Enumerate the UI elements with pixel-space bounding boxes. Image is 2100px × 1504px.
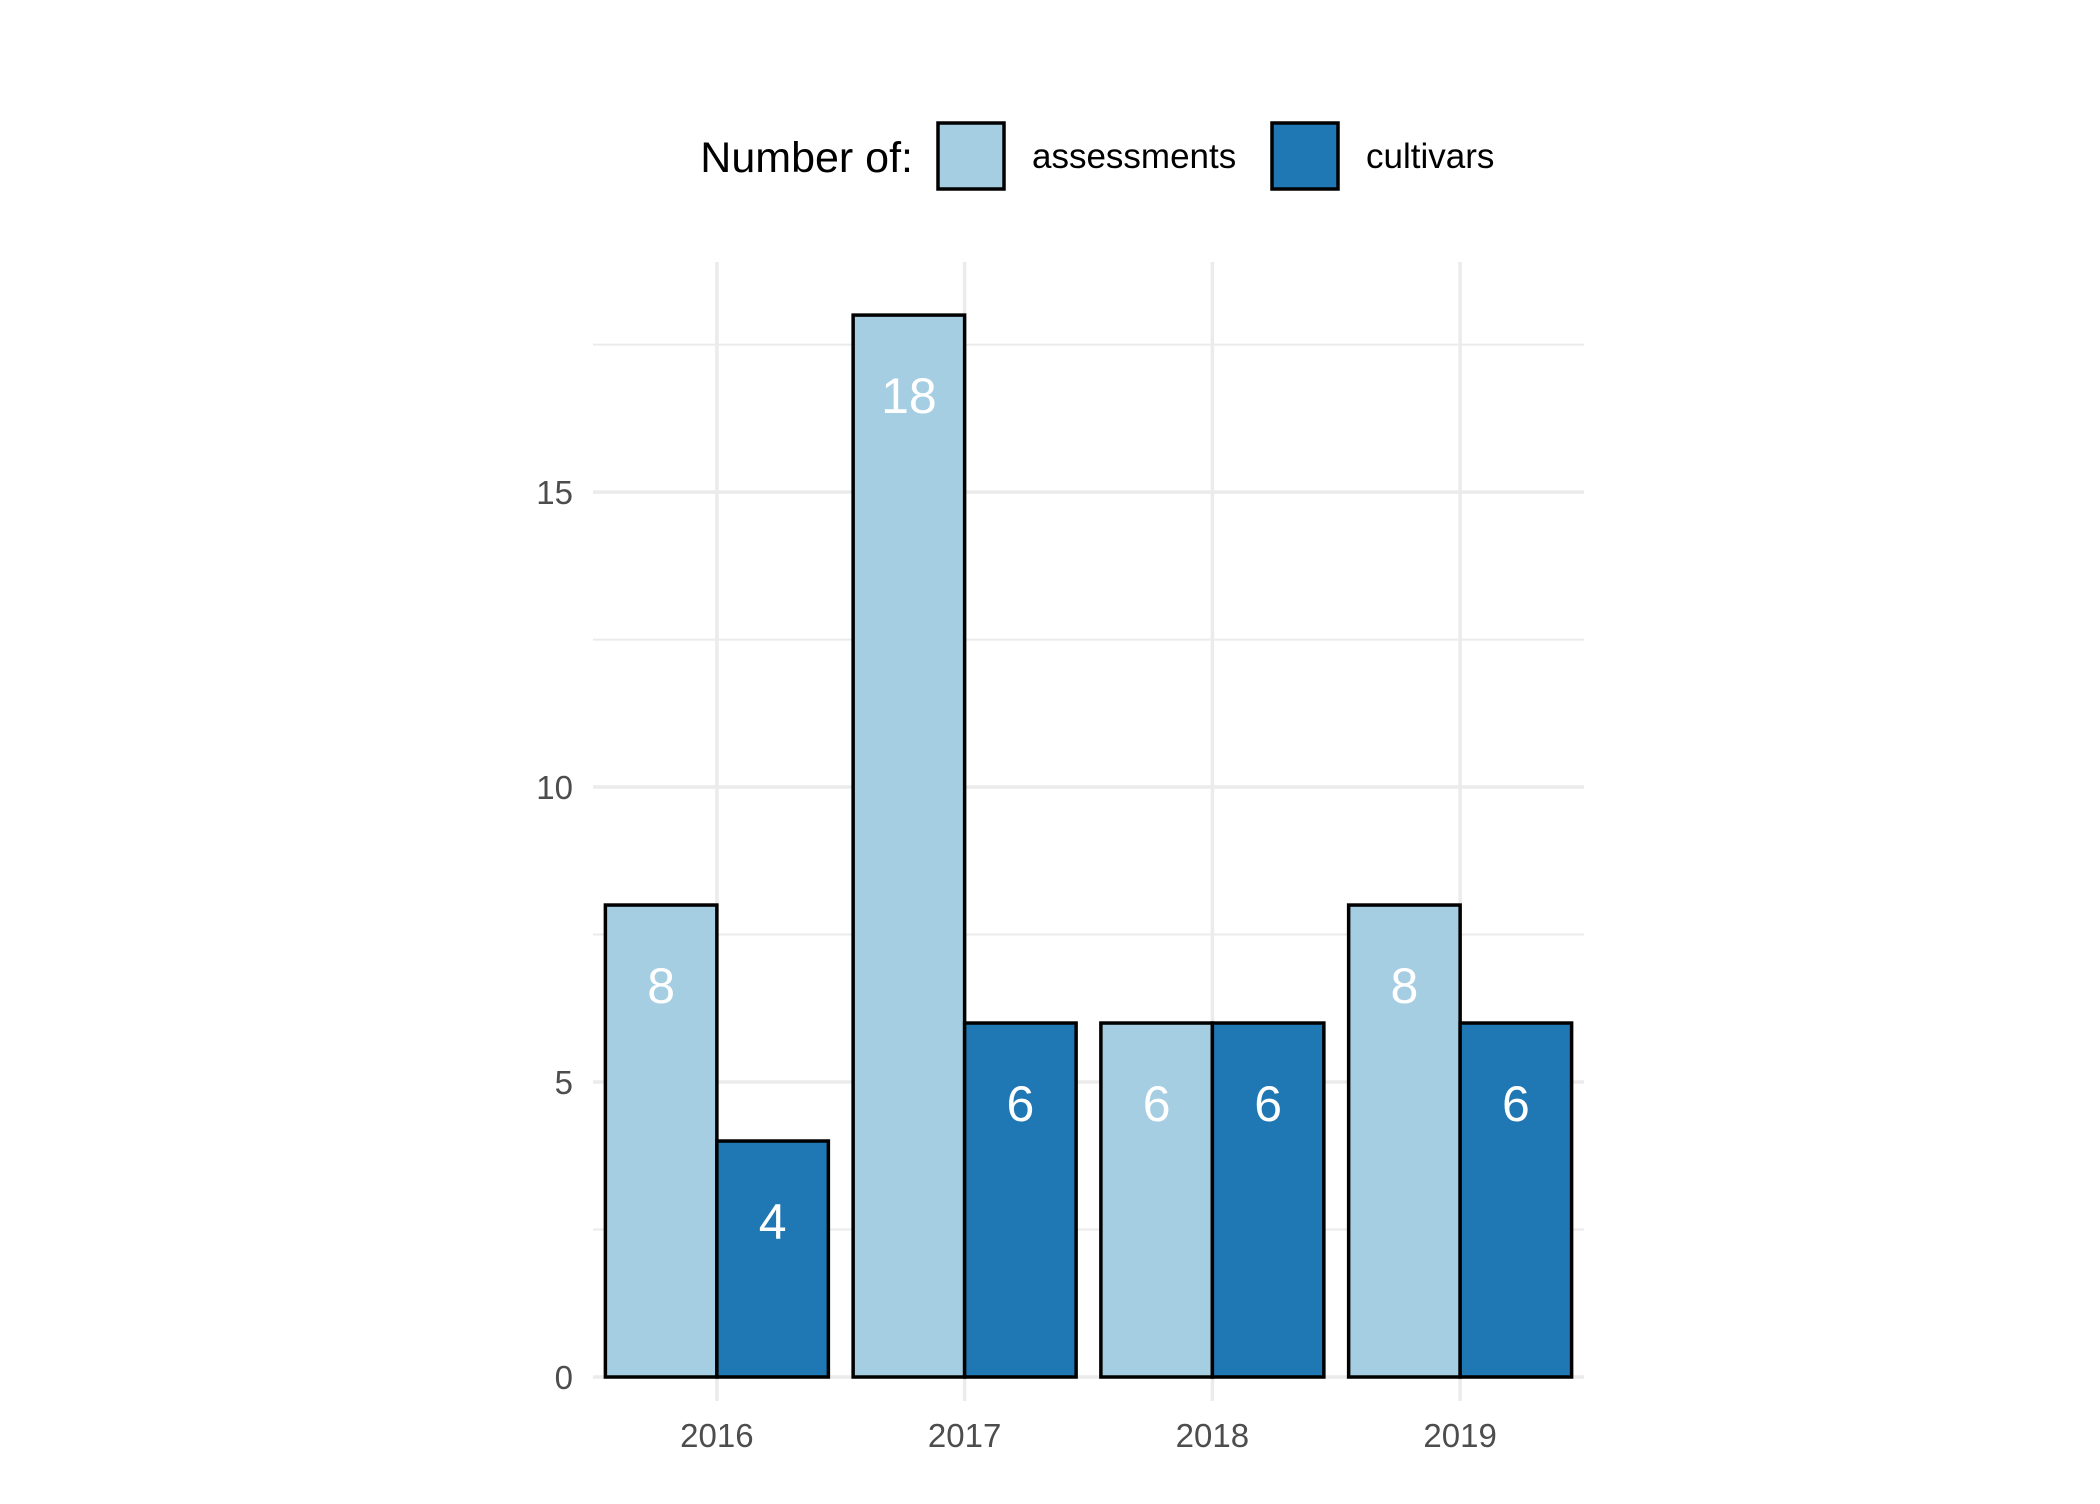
data-label-assessments-2016: 8 [647, 958, 675, 1014]
y-tick-label: 0 [555, 1359, 573, 1396]
axis-layer: 0 5 10 15 2016 2017 2018 2019 [536, 474, 1497, 1454]
bar-assessments-2019 [1346, 903, 1462, 1379]
bars-layer [603, 313, 1574, 1379]
x-tick-label: 2016 [680, 1417, 753, 1454]
bar-assessments-2016 [603, 903, 719, 1379]
bar-cultivars-2019 [1458, 1021, 1574, 1379]
x-tick-label: 2019 [1423, 1417, 1496, 1454]
legend-title: Number of: [700, 134, 913, 182]
legend: Number of: assessments cultivars [700, 121, 1494, 191]
bar-assessments-2017 [851, 313, 967, 1379]
y-tick-label: 5 [555, 1064, 573, 1101]
data-labels-layer: 8 18 6 8 4 6 6 6 [647, 368, 1530, 1250]
legend-key-cultivars [1270, 121, 1340, 191]
bar-cultivars-2017 [962, 1021, 1078, 1379]
x-tick-label: 2017 [928, 1417, 1001, 1454]
x-tick-label: 2018 [1176, 1417, 1249, 1454]
y-tick-label: 15 [536, 474, 573, 511]
y-tick-label: 10 [536, 769, 573, 806]
bar-cultivars-2016 [715, 1139, 831, 1379]
bar-assessments-2018 [1099, 1021, 1215, 1379]
bar-cultivars-2018 [1210, 1021, 1326, 1379]
legend-label-cultivars: cultivars [1366, 137, 1494, 176]
data-label-assessments-2017: 18 [881, 368, 937, 424]
legend-label-assessments: assessments [1032, 137, 1236, 176]
data-label-assessments-2019: 8 [1390, 958, 1418, 1014]
data-label-cultivars-2018: 6 [1254, 1076, 1282, 1132]
data-label-cultivars-2016: 4 [759, 1194, 787, 1250]
legend-key-assessments [936, 121, 1006, 191]
data-label-cultivars-2017: 6 [1006, 1076, 1034, 1132]
data-label-cultivars-2019: 6 [1502, 1076, 1530, 1132]
data-label-assessments-2018: 6 [1143, 1076, 1171, 1132]
